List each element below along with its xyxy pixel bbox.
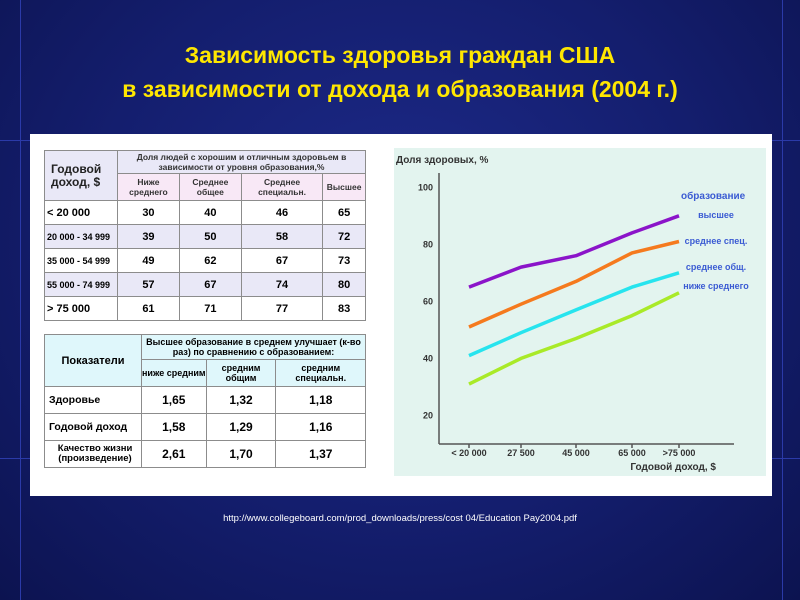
x-tick-label: 65 000 <box>618 448 646 458</box>
y-tick-label: 40 <box>423 353 433 363</box>
income-cell: > 75 000 <box>44 296 118 321</box>
series-line <box>468 291 680 386</box>
value-cell: 1,65 <box>141 386 207 414</box>
content-panel: Годовой доход, $ Доля людей с хорошим и … <box>30 134 772 496</box>
income-cell: 55 000 - 74 999 <box>44 272 118 297</box>
x-axis-label: Годовой доход, $ <box>630 462 716 473</box>
table1-corner: Годовой доход, $ <box>44 150 118 201</box>
indicator-label: Здоровье <box>44 386 142 414</box>
value-cell: 57 <box>117 272 180 297</box>
legend-label: среднее спец. <box>685 236 748 246</box>
value-cell: 58 <box>240 224 324 249</box>
table-row: 20 000 - 34 999 39 50 58 72 <box>44 224 366 249</box>
y-tick-label: 20 <box>423 410 433 420</box>
value-cell: 1,37 <box>275 440 366 468</box>
x-tick-label: >75 000 <box>663 448 696 458</box>
value-cell: 62 <box>178 248 242 273</box>
chart-svg: 100 80 60 40 20 < 20 000 27 500 45 000 65 000 >75… <box>396 155 749 473</box>
title-line-2: в зависимости от дохода и образования (2… <box>122 76 678 102</box>
value-cell: 39 <box>117 224 180 249</box>
table-row: 55 000 - 74 999 57 67 74 80 <box>44 272 366 297</box>
y-tick-label: 80 <box>423 239 433 249</box>
table1-group-header: Доля людей с хорошим и отличным здоровье… <box>117 150 366 174</box>
table1-col-header: Высшее <box>322 173 366 201</box>
table2-col-header: ниже средним <box>141 359 207 387</box>
value-cell: 1,58 <box>141 413 207 441</box>
value-cell: 74 <box>240 272 324 297</box>
value-cell: 2,61 <box>141 440 207 468</box>
value-cell: 1,70 <box>205 440 277 468</box>
series-line <box>468 239 680 329</box>
value-cell: 30 <box>117 200 180 225</box>
x-tick-label: 27 500 <box>507 448 535 458</box>
value-cell: 83 <box>322 296 366 321</box>
table1-col-header: Среднее специальн. <box>240 173 324 201</box>
value-cell: 67 <box>240 248 324 273</box>
value-cell: 61 <box>117 296 180 321</box>
value-cell: 1,16 <box>275 413 366 441</box>
value-cell: 65 <box>322 200 366 225</box>
value-cell: 49 <box>117 248 180 273</box>
value-cell: 40 <box>178 200 242 225</box>
indicator-label: Годовой доход <box>44 413 142 441</box>
income-cell: < 20 000 <box>44 200 118 225</box>
table-row: 35 000 - 54 999 49 62 67 73 <box>44 248 366 273</box>
table1-col-header: Ниже среднего <box>117 173 180 201</box>
value-cell: 50 <box>178 224 242 249</box>
table-row: Годовой доход 1,58 1,29 1,16 <box>44 413 366 441</box>
value-cell: 1,32 <box>205 386 277 414</box>
value-cell: 71 <box>178 296 242 321</box>
table2-corner: Показатели <box>44 334 142 387</box>
legend-label: среднее общ. <box>686 262 746 272</box>
health-by-income-table: Годовой доход, $ Доля людей с хорошим и … <box>44 150 366 321</box>
value-cell: 73 <box>322 248 366 273</box>
value-cell: 1,18 <box>275 386 366 414</box>
table1-col-header: Среднее общее <box>178 173 242 201</box>
value-cell: 46 <box>240 200 324 225</box>
table-row: < 20 000 30 40 46 65 <box>44 200 366 225</box>
title-line-1: Зависимость здоровья граждан США <box>184 42 616 68</box>
y-axis-label: Доля здоровых, % <box>396 155 489 166</box>
indicator-label: Качество жизни (произведение) <box>44 440 142 468</box>
income-cell: 20 000 - 34 999 <box>44 224 118 249</box>
x-tick-label: 45 000 <box>562 448 590 458</box>
series-line <box>468 271 680 358</box>
value-cell: 77 <box>240 296 324 321</box>
income-cell: 35 000 - 54 999 <box>44 248 118 273</box>
value-cell: 67 <box>178 272 242 297</box>
y-tick-label: 100 <box>418 182 433 192</box>
value-cell: 1,29 <box>205 413 277 441</box>
value-cell: 72 <box>322 224 366 249</box>
table2-col-header: средним специальн. <box>275 359 366 387</box>
line-chart: 100 80 60 40 20 < 20 000 27 500 45 000 65 000 >75… <box>394 148 766 476</box>
table-row: > 75 000 61 71 77 83 <box>44 296 366 321</box>
education-improvement-table: Показатели Высшее образование в среднем … <box>44 334 366 468</box>
legend-label: ниже среднего <box>683 281 749 291</box>
x-tick-label: < 20 000 <box>451 448 486 458</box>
series-line <box>468 214 680 289</box>
source-link[interactable]: http://www.collegeboard.com/prod_downloa… <box>223 513 577 524</box>
table2-col-header: средним общим <box>205 359 277 387</box>
slide-title: Зависимость здоровья граждан США в завис… <box>0 38 800 106</box>
legend-title: образование <box>681 190 746 202</box>
y-tick-label: 60 <box>423 296 433 306</box>
table-row: Здоровье 1,65 1,32 1,18 <box>44 386 366 414</box>
legend-label: высшее <box>698 210 734 220</box>
table2-group-header: Высшее образование в среднем улучшает (к… <box>141 334 366 360</box>
value-cell: 80 <box>322 272 366 297</box>
frame-line-right <box>782 0 783 600</box>
frame-line-left <box>20 0 21 600</box>
table-row: Качество жизни (произведение) 2,61 1,70 … <box>44 440 366 468</box>
